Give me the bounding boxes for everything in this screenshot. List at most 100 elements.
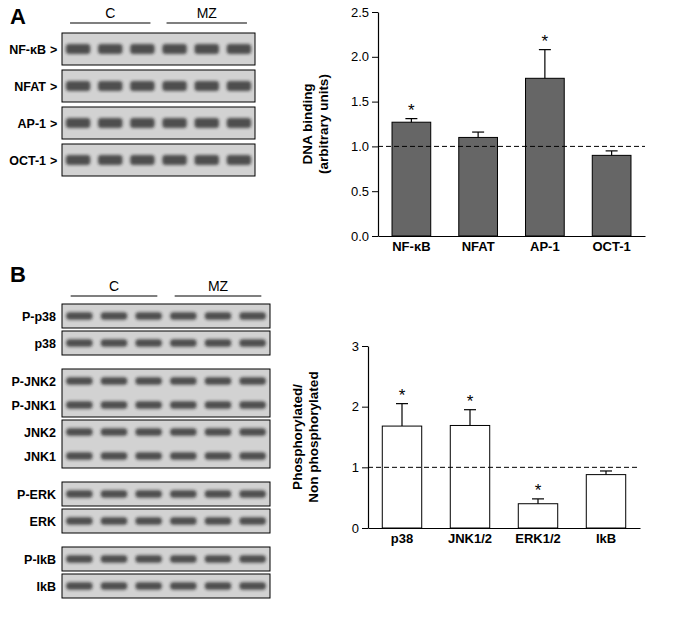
blot-band — [239, 517, 265, 525]
x-axis-line — [379, 236, 646, 237]
group-label: C — [105, 5, 115, 21]
row-label: P-ERK — [17, 488, 56, 502]
x-tick-label: NF-κB — [392, 239, 430, 254]
blot-band — [205, 582, 231, 590]
bar — [586, 475, 625, 528]
blot-band — [239, 377, 265, 385]
y-tick: 2.0 — [351, 49, 378, 64]
error-cap — [472, 131, 484, 132]
blot-band — [205, 517, 231, 525]
blot-band — [239, 312, 265, 320]
blot-band — [239, 339, 265, 347]
y-tick-mark — [362, 346, 368, 347]
blot-band — [205, 339, 231, 347]
group-line — [167, 22, 247, 23]
blot: CMZNF-κB>NFAT>AP-1>OCT-1> — [9, 5, 255, 176]
panel-label: A — [10, 4, 26, 29]
blot-band — [205, 377, 231, 385]
row-label: IkB — [37, 580, 56, 594]
y-tick-mark — [362, 467, 368, 468]
blot-box — [62, 33, 255, 65]
blot-band — [135, 490, 161, 498]
y-tick: 1.0 — [351, 139, 378, 154]
blot-band — [239, 555, 265, 563]
significance: * — [542, 32, 549, 51]
blot-band — [135, 555, 161, 563]
y-tick-label: 2 — [352, 399, 359, 414]
blot-band — [135, 401, 161, 409]
error-line — [611, 151, 612, 155]
blot-band — [101, 555, 127, 563]
blot-band — [135, 582, 161, 590]
x-tick: IkB — [596, 531, 616, 546]
y-tick-label: 2.5 — [351, 5, 369, 20]
error-bar — [396, 404, 408, 426]
blot-band — [239, 452, 265, 460]
x-tick: OCT-1 — [592, 239, 630, 254]
blot-band — [101, 401, 127, 409]
blot-band — [135, 428, 161, 436]
error-line — [469, 410, 470, 426]
blot-band — [66, 339, 92, 347]
y-tick-label: 0 — [352, 521, 359, 536]
error-line — [478, 132, 479, 137]
blot-band — [205, 490, 231, 498]
y-tick: 2 — [352, 399, 368, 414]
bar — [526, 78, 565, 236]
blot-band — [130, 118, 154, 128]
error-bar — [539, 50, 551, 79]
group-label: C — [109, 278, 119, 294]
row-label: OCT-1 — [9, 154, 46, 168]
blot-band — [66, 401, 92, 409]
blot-band — [227, 44, 251, 54]
y-tick-label: 1.0 — [351, 139, 369, 154]
blot-box — [62, 574, 270, 598]
blot-box — [62, 509, 270, 533]
y-tick: 2.5 — [351, 5, 378, 20]
plot-area — [378, 50, 645, 236]
figure: ACMZNF-κB>NFAT>AP-1>OCT-1>**0.00.51.01.5… — [0, 0, 675, 644]
row-marker: > — [50, 43, 57, 57]
x-axis-line — [369, 528, 641, 529]
blot-band — [98, 44, 122, 54]
row-marker: > — [50, 117, 57, 131]
row-label: JNK1 — [24, 450, 56, 464]
x-axis: p38JNK1/2ERK1/2IkB — [369, 529, 641, 547]
y-tick-label: 0.5 — [351, 184, 369, 199]
blot-band — [135, 377, 161, 385]
bar — [382, 426, 421, 528]
y-axis-title: (arbitrary units) — [316, 74, 331, 174]
x-tick-label: AP-1 — [530, 239, 560, 254]
blot-band — [98, 155, 122, 165]
blot-band — [130, 44, 154, 54]
blot-band — [130, 155, 154, 165]
blot-band — [195, 81, 219, 91]
y-axis-line — [368, 347, 369, 529]
blot-band — [135, 339, 161, 347]
x-tick: JNK1/2 — [448, 531, 492, 546]
blot-band — [101, 377, 127, 385]
row-label: P-p38 — [22, 310, 56, 324]
blot-band — [205, 555, 231, 563]
x-tick: p38 — [391, 531, 413, 546]
row-label: P-IkB — [24, 553, 56, 567]
blot-box — [62, 331, 270, 355]
blot-band — [66, 81, 90, 91]
error-line — [544, 50, 545, 79]
x-axis: NF-κBNFATAP-1OCT-1 — [379, 237, 646, 255]
blot-band — [101, 339, 127, 347]
blot-band — [162, 118, 186, 128]
blot-band — [239, 428, 265, 436]
row-label: ERK — [30, 515, 56, 529]
row-label: P-JNK1 — [12, 399, 57, 413]
blot-band — [195, 118, 219, 128]
x-tick: NF-κB — [392, 239, 430, 254]
blot-band — [66, 582, 92, 590]
row-marker: > — [50, 154, 57, 168]
error-bar — [600, 471, 612, 475]
blot-band — [205, 428, 231, 436]
error-cap — [600, 470, 612, 471]
y-tick-mark — [372, 191, 378, 192]
blot-box — [62, 304, 270, 328]
bar — [518, 504, 557, 528]
